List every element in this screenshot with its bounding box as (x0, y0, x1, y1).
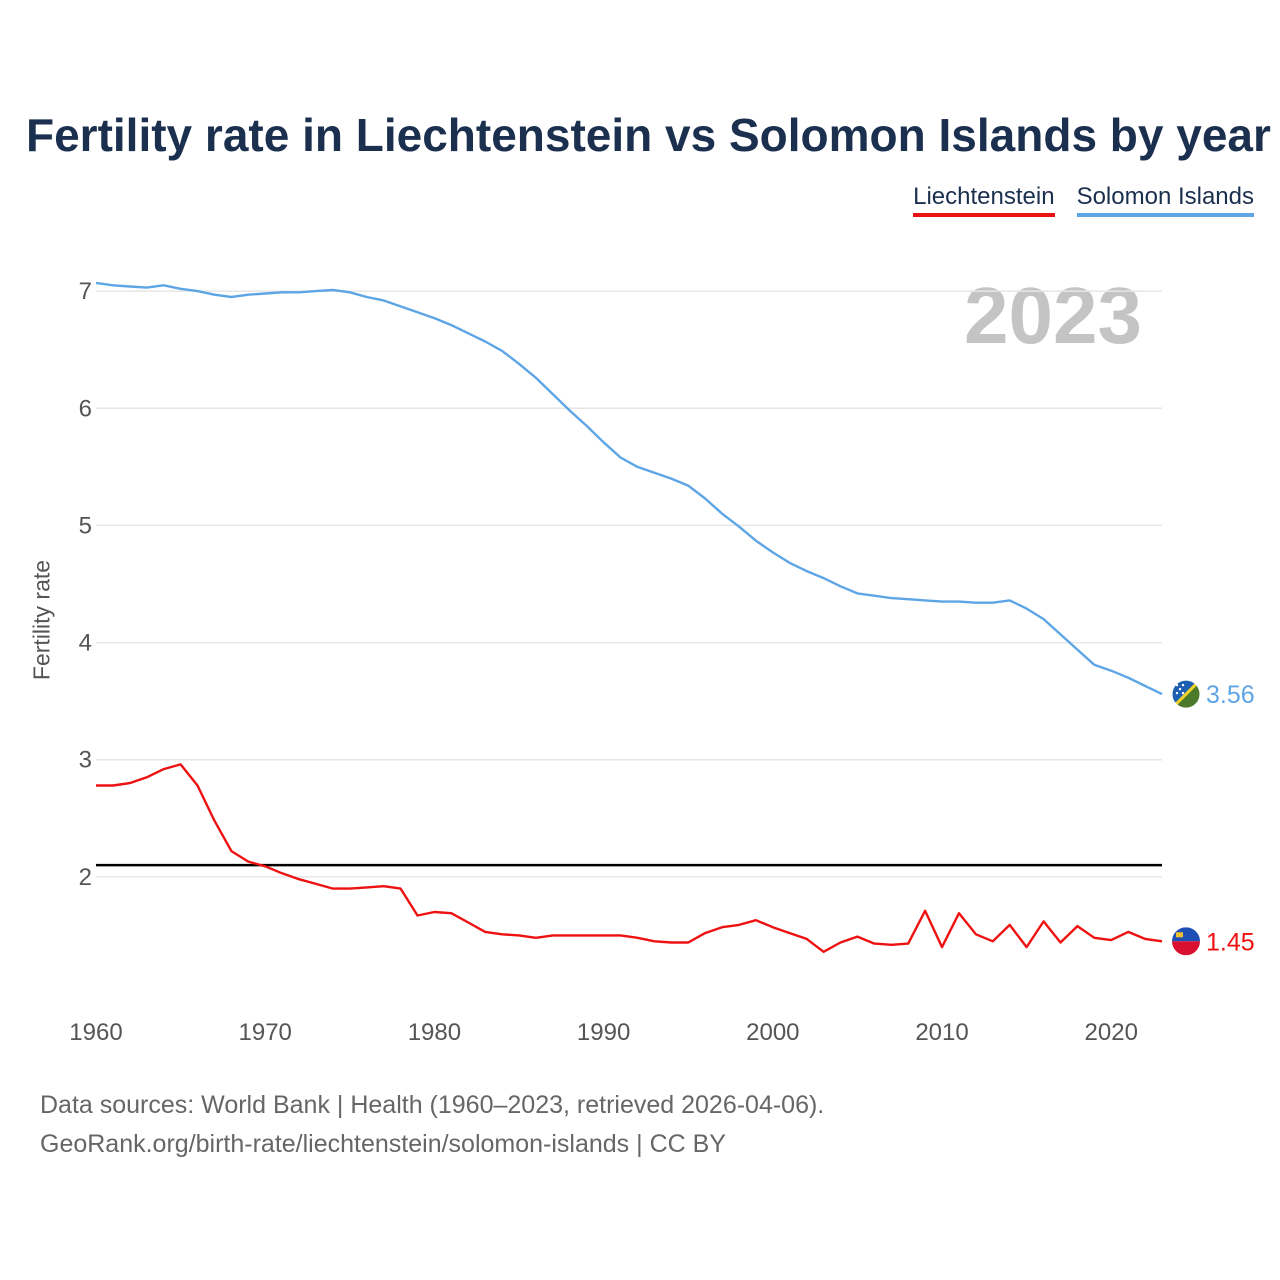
x-tick-label: 1990 (577, 1019, 630, 1046)
series-line-liechtenstein (96, 763, 1163, 953)
x-tick-label: 2020 (1085, 1019, 1138, 1046)
source-line-data: Data sources: World Bank | Health (1960–… (40, 1091, 825, 1119)
x-tick-label: 2010 (915, 1019, 968, 1046)
y-tick-label: 7 (79, 278, 92, 305)
solomon-islands-flag-border (1171, 679, 1201, 709)
x-tick-label: 2000 (746, 1019, 799, 1046)
y-tick-label: 3 (79, 747, 92, 774)
y-tick-label: 5 (79, 512, 92, 539)
end-value-label-solomon-islands: 3.56 (1206, 681, 1255, 709)
y-tick-label: 2 (79, 864, 92, 891)
chart-title: Fertility rate in Liechtenstein vs Solom… (26, 109, 1271, 161)
source-line-link[interactable]: GeoRank.org/birth-rate/liechtenstein/sol… (40, 1130, 726, 1158)
legend-item-solomon-islands[interactable]: Solomon Islands (1076, 183, 1254, 217)
x-tick-label: 1960 (69, 1019, 122, 1046)
liechtenstein-flag-icon (1172, 927, 1200, 956)
legend-item-liechtenstein[interactable]: Liechtenstein (913, 183, 1055, 217)
x-tick-label: 1980 (408, 1019, 461, 1046)
end-value-label-liechtenstein: 1.45 (1206, 928, 1255, 956)
y-tick-label: 6 (79, 395, 92, 422)
year-watermark: 2023 (964, 271, 1142, 360)
source-note: Data sources: World Bank | Health (1960–… (40, 1086, 824, 1164)
y-tick-label: 4 (79, 630, 92, 657)
series-line-solomon-islands (95, 281, 1163, 696)
legend: Liechtenstein Solomon Islands (913, 183, 1254, 217)
x-tick-label: 1970 (239, 1019, 292, 1046)
solomon-islands-flag-icon (1172, 680, 1200, 709)
